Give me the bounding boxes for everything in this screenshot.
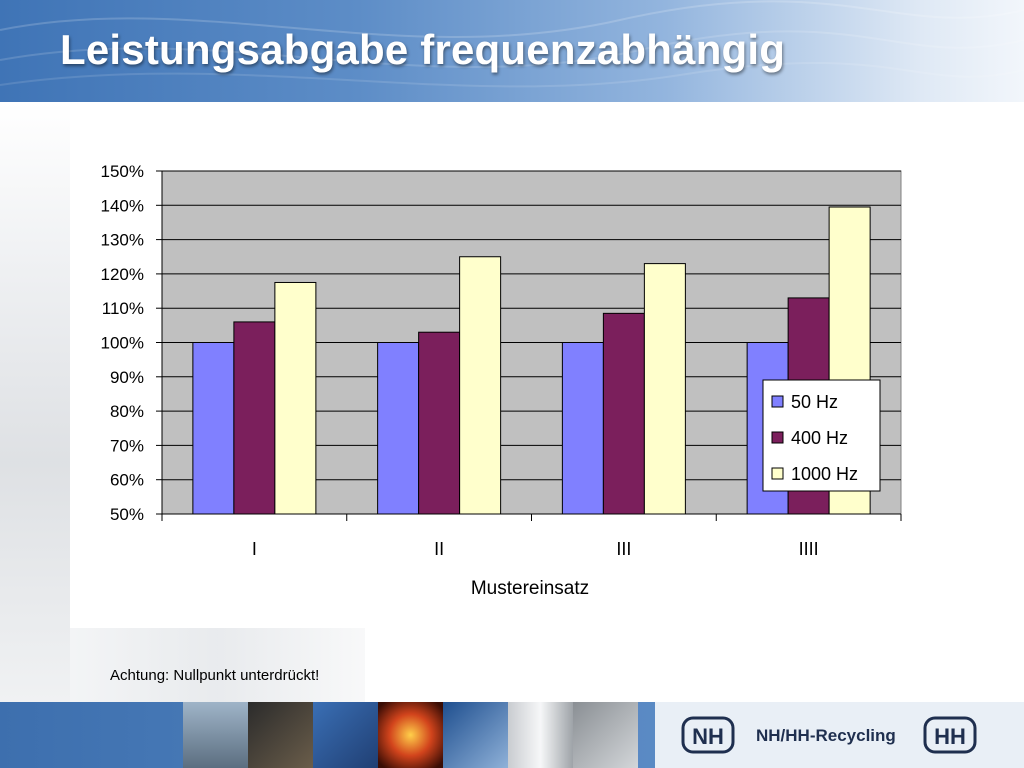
footnote: Achtung: Nullpunkt unterdrückt!: [110, 667, 320, 684]
bar-400hz-i: [233, 321, 276, 515]
slide-title: Leistungsabgabe frequenzabhängig: [60, 26, 786, 73]
bar-50hz-i: [192, 342, 235, 515]
bar-1000hz-ii: [459, 256, 502, 515]
legend-swatch: [771, 467, 784, 480]
x-tick-label: III: [616, 539, 631, 559]
footer-photo-periodic-table: [313, 702, 378, 768]
bar-1000hz-iii: [643, 263, 686, 515]
y-tick-label: 120%: [101, 265, 144, 284]
footer-photo-recycle-key: [443, 702, 508, 768]
footer-photo-metal: [508, 702, 573, 768]
footer-photo-sparks: [378, 702, 443, 768]
header-wave-decoration: [0, 0, 1024, 88]
header-banner: Leistungsabgabe frequenzabhängig: [0, 0, 1024, 102]
y-tick-label: 70%: [110, 436, 144, 455]
y-axis: 50% 60% 70% 80% 90% 100% 110% 120% 130% 140% 150%: [101, 162, 163, 524]
bar-50hz-ii: [377, 342, 420, 515]
y-tick-label: 100%: [101, 334, 144, 353]
y-tick-label: 80%: [110, 402, 144, 421]
brand-name: NH/HH-Recycling: [756, 726, 896, 745]
legend-swatch: [771, 395, 784, 408]
legend: 50 Hz 400 Hz 1000 Hz: [762, 379, 881, 492]
footer-photo-scrap: [573, 702, 638, 768]
x-axis: I II III IIII: [161, 513, 902, 559]
hh-logo: HH: [923, 716, 977, 754]
x-tick-label: I: [252, 539, 257, 559]
bar-400hz-iii: [602, 312, 645, 515]
legend-swatch: [771, 431, 784, 444]
footer-bar: NH NH/HH-Recycling HH: [0, 702, 1024, 768]
bottom-decoration: [70, 628, 365, 702]
y-tick-label: 50%: [110, 505, 144, 524]
nh-logo-text: NH: [692, 724, 724, 749]
legend-label: 1000 Hz: [791, 464, 858, 484]
legend-label: 400 Hz: [791, 428, 848, 448]
y-tick-label: 60%: [110, 471, 144, 490]
hh-logo-text: HH: [934, 724, 966, 749]
x-tick-label: II: [434, 539, 444, 559]
footer-photo-power-lines: [183, 702, 248, 768]
x-tick-label: IIII: [799, 539, 819, 559]
bar-1000hz-i: [274, 281, 317, 515]
brand-panel: [655, 702, 1024, 768]
y-tick-label: 150%: [101, 162, 144, 181]
legend-label: 50 Hz: [791, 392, 838, 412]
left-decoration: [0, 102, 70, 702]
nh-logo: NH: [681, 716, 735, 754]
bar-50hz-iii: [561, 342, 604, 515]
y-tick-label: 140%: [101, 196, 144, 215]
y-tick-label: 90%: [110, 368, 144, 387]
bar-400hz-ii: [418, 331, 461, 515]
x-axis-label: Mustereinsatz: [471, 578, 589, 599]
y-tick-label: 110%: [102, 299, 144, 318]
y-tick-label: 130%: [101, 231, 144, 250]
footer-photo-thermoschutz: [248, 702, 313, 768]
